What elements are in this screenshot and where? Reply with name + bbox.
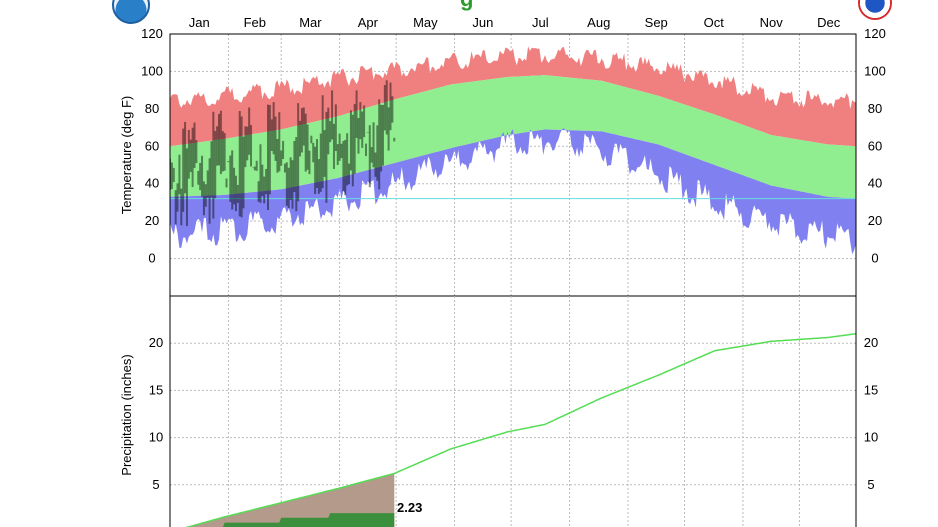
month-label: Apr — [358, 15, 379, 30]
normal-precip-line — [185, 333, 856, 527]
precip-tick-left: 15 — [149, 382, 163, 397]
temperature-panel: 0 0 20 20 40 40 60 60 80 80 100 100 120 120 Temperatu… — [119, 26, 886, 297]
month-label: Dec — [817, 15, 841, 30]
temp-tick-left: 80 — [145, 101, 159, 116]
month-label: Jan — [189, 15, 210, 30]
precipitation-fills — [185, 333, 856, 527]
precip-tick-left: 5 — [152, 477, 159, 492]
month-label: Sep — [645, 15, 668, 30]
month-label: Nov — [760, 15, 784, 30]
precipitation-panel: 5 5 10 10 15 15 20 20 Precipitation (inches) 2.… — [119, 296, 878, 527]
temp-tick-left: 100 — [141, 63, 163, 78]
record-high-band — [170, 46, 856, 147]
nws-logo-icon — [858, 0, 892, 20]
precipitation-axis-title: Precipitation (inches) — [119, 354, 134, 475]
temp-tick-right: 120 — [864, 26, 886, 41]
temperature-frame — [169, 33, 857, 297]
precipitation-ticks: 5 5 10 10 15 15 20 20 — [149, 335, 878, 492]
chart-title: g — [460, 0, 473, 11]
observed-precip-fill — [222, 513, 395, 527]
temp-tick-right: 80 — [868, 101, 882, 116]
normal-range-band — [170, 75, 856, 199]
observed-temperature-bars — [170, 80, 396, 226]
temp-tick-right: 40 — [868, 176, 882, 191]
precip-tick-right: 10 — [864, 430, 878, 445]
precip-tick-right: 15 — [864, 382, 878, 397]
observed-precip-value-label: 2.23 — [397, 500, 422, 515]
temp-tick-right: 0 — [871, 251, 878, 266]
temperature-axis-title: Temperature (deg F) — [119, 96, 134, 215]
precip-tick-right: 20 — [864, 335, 878, 350]
temperature-ticks: 0 0 20 20 40 40 60 60 80 80 100 100 120 120 — [141, 26, 886, 266]
precipitation-grid — [170, 296, 856, 527]
temp-tick-left: 20 — [145, 213, 159, 228]
temp-tick-right: 100 — [864, 63, 886, 78]
month-label: Jul — [532, 15, 549, 30]
temp-tick-right: 20 — [868, 213, 882, 228]
month-axis-labels: Jan Feb Mar Apr May Jun Jul Aug Sep Oct Nov Dec — [189, 15, 841, 30]
month-label: Aug — [587, 15, 610, 30]
temp-tick-left: 120 — [141, 26, 163, 41]
precip-tick-left: 10 — [149, 430, 163, 445]
month-label: Oct — [704, 15, 725, 30]
temp-tick-left: 60 — [145, 138, 159, 153]
month-label: Jun — [472, 15, 493, 30]
month-label: May — [413, 15, 438, 30]
month-label: Feb — [244, 15, 266, 30]
temperature-bands — [170, 46, 856, 255]
temp-tick-left: 0 — [148, 251, 155, 266]
record-low-band — [170, 128, 856, 255]
precip-tick-right: 5 — [867, 477, 874, 492]
precip-tick-left: 20 — [149, 335, 163, 350]
month-label: Mar — [299, 15, 322, 30]
temp-tick-left: 40 — [145, 176, 159, 191]
temp-tick-right: 60 — [868, 138, 882, 153]
